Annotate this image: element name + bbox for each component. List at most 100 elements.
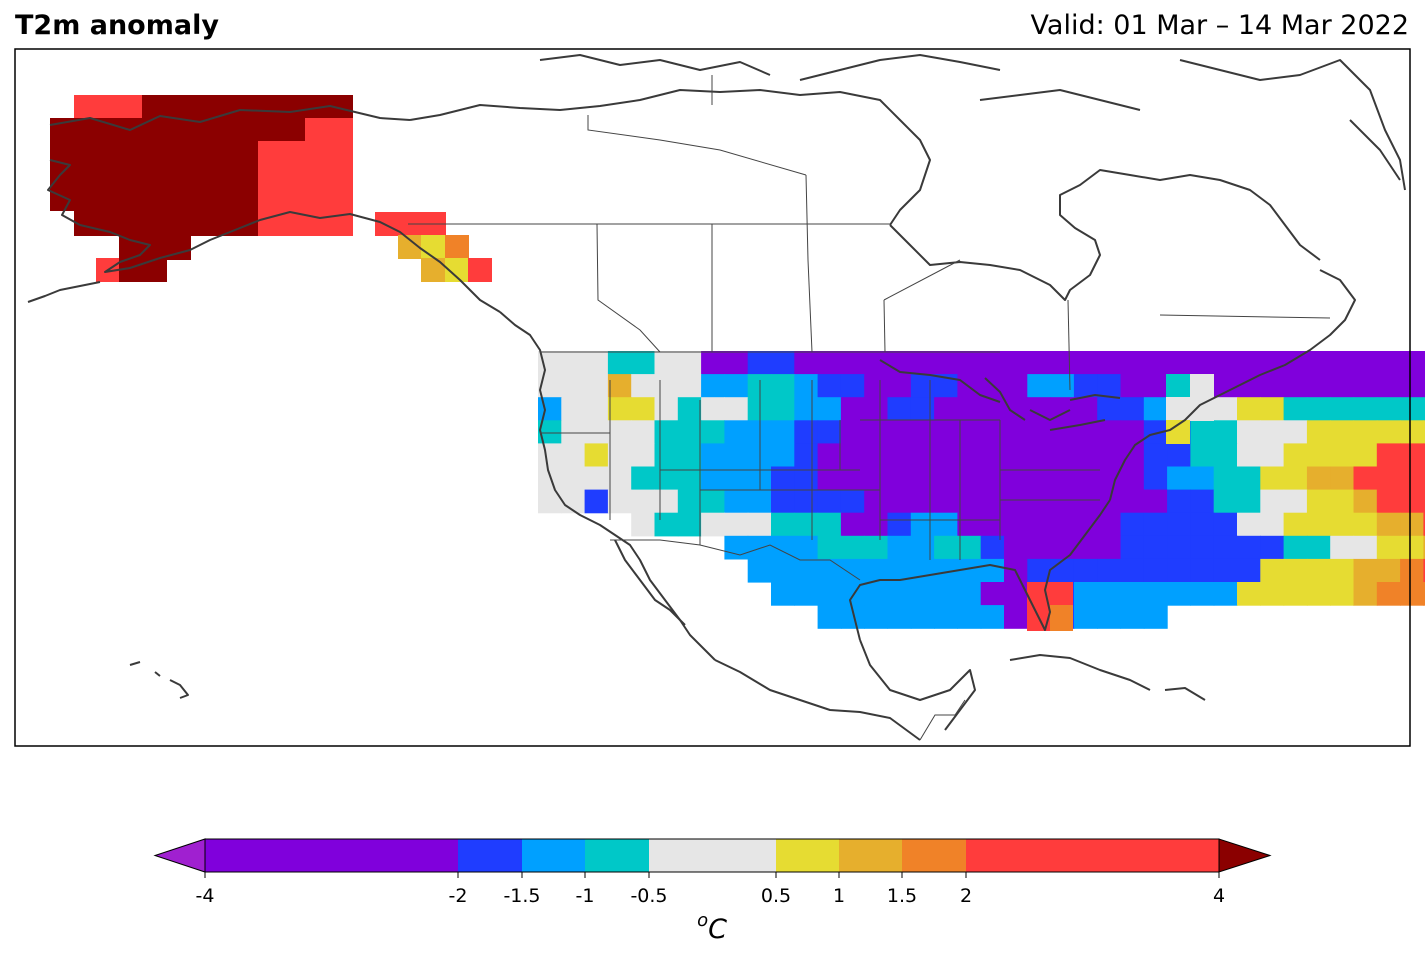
conus-cell (910, 374, 935, 398)
conus-cell (794, 535, 819, 560)
conus-anomaly-cells (538, 351, 1425, 629)
conus-cell (1353, 443, 1378, 468)
conus-cell (1353, 466, 1378, 491)
conus-cell (771, 535, 795, 560)
conus-cell (1213, 466, 1238, 491)
conus-cell (654, 351, 679, 375)
conus-cell (1073, 466, 1098, 491)
atlantic-coastline (1109, 269, 1356, 501)
conus-cell (1190, 420, 1215, 444)
conus-cell (771, 558, 795, 583)
conus-cell (957, 443, 982, 468)
conus-cell (817, 466, 842, 491)
conus-cell (1120, 420, 1145, 444)
conus-cell (1143, 374, 1168, 398)
conus-cell (1050, 443, 1075, 468)
conus-cell (887, 374, 912, 398)
conus-cell (1073, 374, 1098, 398)
conus-cell (724, 466, 749, 491)
conus-cell (957, 351, 982, 375)
conus-cell (677, 466, 702, 491)
conus-cell (840, 443, 865, 468)
conus-cell (1376, 535, 1401, 560)
conus-cell (1306, 535, 1331, 560)
conus-cell (1306, 489, 1331, 514)
conus-cell (1027, 374, 1052, 398)
alaska-cell (258, 141, 353, 165)
conus-cell (1027, 351, 1052, 375)
conus-cell (864, 558, 889, 583)
conus-cell (1330, 466, 1355, 491)
conus-cell (1423, 582, 1425, 606)
colorbar-segment (585, 839, 649, 872)
coastlines (27, 54, 1406, 741)
conus-cell (724, 535, 749, 560)
conus-cell (677, 374, 702, 398)
conus-cell (631, 443, 656, 468)
conus-cell (747, 351, 772, 375)
conus-cell (1376, 489, 1401, 514)
conus-cell (1353, 512, 1378, 537)
conus-cell (584, 466, 609, 491)
conus-cell (631, 420, 656, 444)
west-coastline (499, 311, 716, 661)
conus-cell (1376, 374, 1401, 398)
conus-cell (1004, 397, 1028, 421)
conus-cell (1237, 466, 1261, 491)
conus-cell (631, 374, 656, 398)
conus-cell (1120, 351, 1145, 375)
conus-cell (701, 466, 725, 491)
conus-cell (1306, 374, 1331, 398)
conus-cell (887, 605, 912, 629)
conus-cell (1004, 443, 1028, 468)
conus-cell (980, 443, 1005, 468)
northeast-cell (1166, 374, 1190, 398)
colorbar-segment (522, 839, 585, 872)
conus-cell (1423, 466, 1425, 491)
conus-cell (631, 351, 656, 375)
conus-cell (1237, 535, 1261, 560)
conus-cell (677, 420, 702, 444)
conus-cell (1330, 535, 1355, 560)
conus-cell (701, 397, 725, 421)
conus-cell (1143, 351, 1168, 375)
conus-cell (957, 582, 982, 606)
yukon-cell (468, 258, 492, 282)
conus-cell (934, 535, 958, 560)
conus-cell (1050, 466, 1075, 491)
conus-cell (1283, 420, 1308, 444)
conus-cell (1353, 397, 1378, 421)
conus-cell (584, 420, 609, 444)
conus-cell (607, 466, 632, 491)
conus-cell (724, 374, 749, 398)
conus-cell (864, 374, 889, 398)
conus-cell (1376, 582, 1401, 606)
conus-cell (1306, 558, 1331, 583)
conus-cell (934, 558, 958, 583)
colorbar-tick-label: -0.5 (630, 885, 667, 907)
conus-cell (1120, 397, 1145, 421)
conus-cell (1213, 420, 1238, 444)
conus-cell (1306, 420, 1331, 444)
conus-cell (840, 351, 865, 375)
conus-cell (980, 489, 1005, 514)
conus-cell (980, 512, 1005, 537)
conus-cell (677, 397, 702, 421)
conus-cell (1027, 466, 1052, 491)
state-borders (540, 380, 1100, 560)
northeast-cell (1190, 374, 1214, 398)
conus-cell (1353, 558, 1378, 583)
colorbar-ticks: -4 -2 -1.5 -1 -0.5 0.5 1 1.5 2 4 (196, 872, 1225, 907)
alaska-cell (258, 164, 353, 188)
conus-cell (771, 397, 795, 421)
conus-cell (1400, 443, 1424, 468)
conus-cell (1423, 351, 1425, 375)
colorbar-tick-label: -2 (449, 885, 468, 907)
conus-cell (1353, 420, 1378, 444)
valid-date-range: Valid: 01 Mar – 14 Mar 2022 (1030, 10, 1409, 41)
conus-cell (1400, 489, 1424, 514)
conus-cell (1120, 466, 1145, 491)
colorbar-tick-label: 2 (960, 885, 972, 907)
aleutian-coastline (27, 281, 101, 303)
